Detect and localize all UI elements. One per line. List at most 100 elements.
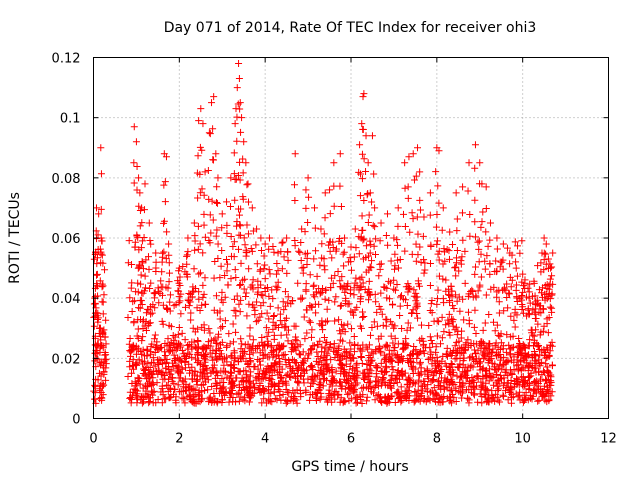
y-tick-label: 0.04 <box>52 292 81 307</box>
data-point <box>186 366 194 374</box>
data-point <box>351 376 359 384</box>
data-point <box>416 196 424 204</box>
data-point <box>167 342 175 350</box>
data-point <box>257 234 265 242</box>
data-point <box>505 289 513 297</box>
data-point <box>511 305 519 313</box>
data-point <box>484 242 492 250</box>
data-point <box>381 378 389 386</box>
data-point <box>209 216 217 224</box>
data-point <box>223 358 231 366</box>
data-point <box>306 391 314 399</box>
data-point <box>398 292 406 300</box>
data-point <box>383 210 391 218</box>
data-point <box>532 326 540 334</box>
data-point <box>216 315 224 323</box>
data-point <box>419 232 427 240</box>
data-point <box>231 354 239 362</box>
data-point <box>364 252 372 260</box>
data-point <box>465 159 473 167</box>
data-point <box>263 399 271 407</box>
data-point <box>359 279 367 287</box>
data-point <box>163 228 171 236</box>
data-point <box>205 325 213 333</box>
data-point <box>270 312 278 320</box>
data-point <box>455 293 463 301</box>
data-point <box>417 364 425 372</box>
data-point <box>145 219 153 227</box>
data-point <box>237 259 245 267</box>
data-point <box>365 211 373 219</box>
data-point <box>515 335 523 343</box>
data-point <box>536 362 544 370</box>
data-point <box>208 99 216 107</box>
data-point <box>345 369 353 377</box>
data-point <box>223 255 231 263</box>
data-point <box>382 232 390 240</box>
data-point <box>181 268 189 276</box>
data-point <box>206 349 214 357</box>
data-point <box>372 381 380 389</box>
data-point <box>151 290 159 298</box>
data-point <box>461 247 469 255</box>
data-point <box>341 398 349 406</box>
data-point <box>184 248 192 256</box>
data-point <box>181 399 189 407</box>
data-point <box>435 272 443 280</box>
data-point <box>540 256 548 264</box>
data-point <box>269 295 277 303</box>
data-point <box>475 237 483 245</box>
data-point <box>300 359 308 367</box>
data-point <box>245 198 253 206</box>
data-point <box>398 396 406 404</box>
data-point <box>546 379 554 387</box>
data-point <box>366 249 374 257</box>
data-point <box>272 345 280 353</box>
data-point <box>320 255 328 263</box>
data-point <box>175 264 183 272</box>
data-point <box>459 380 467 388</box>
data-point <box>548 272 556 280</box>
data-point <box>170 379 178 387</box>
data-point <box>247 368 255 376</box>
data-point <box>276 310 284 318</box>
data-point <box>158 385 166 393</box>
data-point <box>449 346 457 354</box>
data-point <box>290 395 298 403</box>
data-point <box>144 366 152 374</box>
data-point <box>218 398 226 406</box>
data-point <box>351 342 359 350</box>
data-point <box>299 348 307 356</box>
data-point <box>403 387 411 395</box>
data-point <box>505 290 513 298</box>
data-point <box>476 363 484 371</box>
data-point <box>146 397 154 405</box>
data-point <box>391 334 399 342</box>
data-point <box>131 243 139 251</box>
data-point <box>358 212 366 220</box>
data-point <box>249 336 257 344</box>
data-point <box>459 387 467 395</box>
data-point <box>243 249 251 257</box>
data-point <box>309 282 317 290</box>
data-point <box>293 337 301 345</box>
data-point <box>150 359 158 367</box>
data-point <box>292 358 300 366</box>
data-point <box>138 257 146 265</box>
data-point <box>486 236 494 244</box>
data-point <box>139 289 147 297</box>
data-point <box>178 329 186 337</box>
data-point <box>410 398 418 406</box>
data-point <box>312 288 320 296</box>
data-point <box>469 353 477 361</box>
data-point <box>435 247 443 255</box>
data-point <box>218 338 226 346</box>
data-point <box>260 252 268 260</box>
data-point <box>539 327 547 335</box>
data-point <box>520 391 528 399</box>
data-point <box>452 189 460 197</box>
data-point <box>191 284 199 292</box>
data-point <box>469 363 477 371</box>
data-point <box>518 292 526 300</box>
data-point <box>340 262 348 270</box>
